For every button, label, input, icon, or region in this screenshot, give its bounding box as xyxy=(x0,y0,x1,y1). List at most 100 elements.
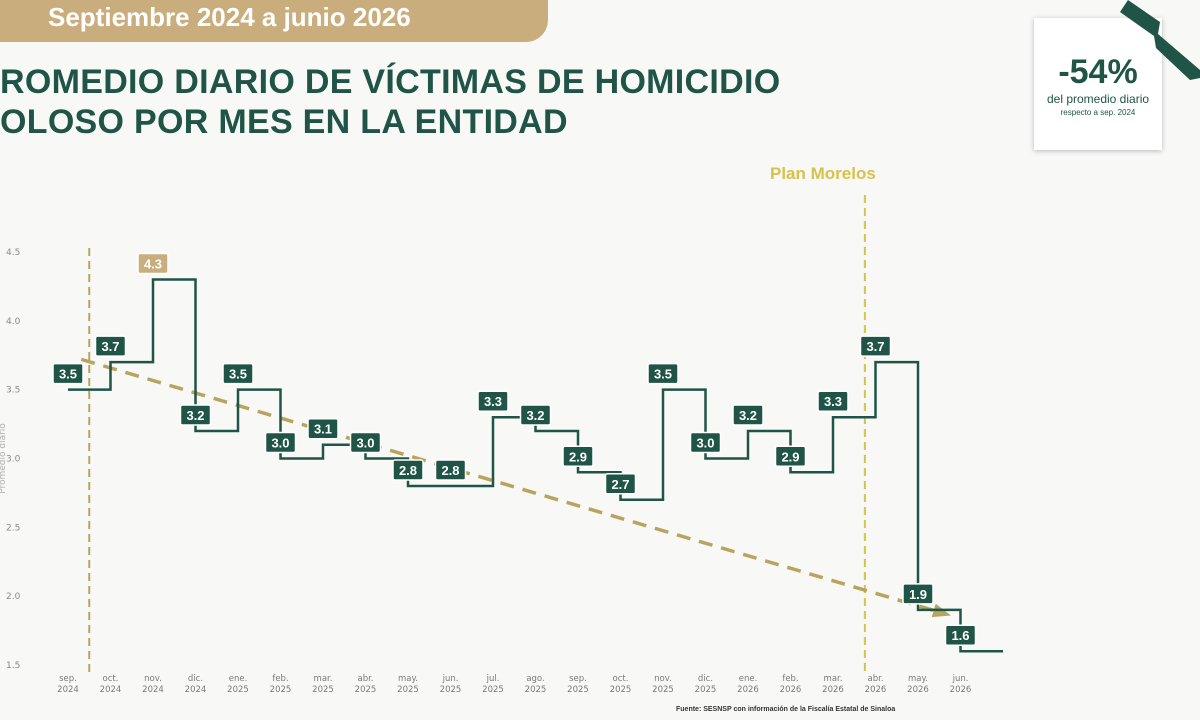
y-tick-6: 4.5 xyxy=(6,248,20,258)
x-tick-year-2: 2024 xyxy=(142,685,164,695)
data-label-12: 2.9 xyxy=(569,449,587,464)
x-tick-month-15: dic. xyxy=(698,674,713,684)
x-tick-month-1: oct. xyxy=(103,674,119,684)
x-tick-month-21: jun. xyxy=(952,674,969,684)
data-label-box-11 xyxy=(519,404,552,426)
x-tick-month-19: abr. xyxy=(867,674,883,684)
data-label-box-6 xyxy=(307,417,339,440)
data-label-box-5 xyxy=(264,431,297,454)
x-tick-year-0: 2024 xyxy=(57,685,79,695)
data-label-box-17 xyxy=(774,445,807,468)
plan-morelos-label: Plan Morelos xyxy=(770,164,876,183)
x-tick-year-13: 2025 xyxy=(610,685,632,695)
x-tick-month-5: feb. xyxy=(272,674,288,684)
period-banner-text: Septiembre 2024 a junio 2026 xyxy=(48,2,411,32)
step-series-line xyxy=(68,278,1003,653)
data-label-6: 3.1 xyxy=(314,422,332,437)
data-label-0: 3.5 xyxy=(59,367,77,382)
data-label-1: 3.7 xyxy=(101,339,119,354)
data-label-19: 3.7 xyxy=(866,339,884,354)
data-label-7: 3.0 xyxy=(356,436,374,451)
x-tick-month-8: may. xyxy=(398,674,418,684)
data-label-box-10 xyxy=(477,390,509,412)
data-label-box-3 xyxy=(179,404,212,426)
x-tick-year-18: 2026 xyxy=(822,685,844,695)
x-tick-year-8: 2025 xyxy=(397,685,419,695)
x-tick-year-4: 2025 xyxy=(227,685,249,695)
data-label-box-19 xyxy=(859,335,892,357)
x-tick-month-14: nov. xyxy=(654,674,672,684)
data-label-box-0 xyxy=(52,362,84,385)
x-tick-month-10: jul. xyxy=(486,674,500,684)
trend-line xyxy=(80,357,946,616)
data-label-box-21 xyxy=(944,624,977,646)
x-tick-month-3: dic. xyxy=(188,674,203,684)
x-tick-year-11: 2025 xyxy=(525,685,547,695)
period-banner: Septiembre 2024 a junio 2026 xyxy=(0,0,548,42)
x-tick-month-9: jun. xyxy=(442,674,459,684)
y-tick-5: 4.0 xyxy=(6,317,21,327)
x-tick-month-17: feb. xyxy=(782,674,798,684)
data-label-box-13 xyxy=(604,473,637,495)
x-tick-month-16: ene. xyxy=(739,674,758,684)
data-label-3: 3.2 xyxy=(186,408,204,423)
x-tick-year-5: 2025 xyxy=(270,685,292,695)
x-tick-year-1: 2024 xyxy=(100,685,122,695)
data-label-2: 4.3 xyxy=(144,257,162,272)
x-tick-year-16: 2026 xyxy=(737,685,759,695)
x-tick-year-6: 2025 xyxy=(312,685,334,695)
x-tick-year-17: 2026 xyxy=(780,685,802,695)
corner-arrow-icon xyxy=(1120,0,1200,80)
y-tick-1: 2.0 xyxy=(6,592,21,602)
x-tick-month-11: ago. xyxy=(526,674,544,684)
x-tick-year-3: 2024 xyxy=(185,685,207,695)
reduction-caption: del promedio diario xyxy=(1046,92,1150,106)
y-tick-0: 1.5 xyxy=(6,661,20,671)
x-tick-month-6: mar. xyxy=(314,674,333,684)
data-label-4: 3.5 xyxy=(229,367,247,382)
x-tick-year-21: 2026 xyxy=(950,685,972,695)
data-label-box-20 xyxy=(902,583,934,605)
x-tick-month-2: nov. xyxy=(144,674,162,684)
x-tick-year-19: 2026 xyxy=(865,685,887,695)
x-tick-month-0: sep. xyxy=(59,674,77,684)
data-label-box-9 xyxy=(434,459,467,481)
title-line-1: ROMEDIO DIARIO DE VÍCTIMAS DE HOMICIDIO xyxy=(0,63,781,101)
data-label-21: 1.6 xyxy=(951,628,969,643)
y-tick-3: 3.0 xyxy=(6,455,21,465)
data-label-8: 2.8 xyxy=(399,463,417,478)
x-tick-month-18: mar. xyxy=(824,674,843,684)
data-label-20: 1.9 xyxy=(909,587,927,602)
title-line-2: OLOSO POR MES EN LA ENTIDAD xyxy=(0,103,568,141)
data-label-box-14 xyxy=(647,362,679,385)
x-tick-year-15: 2025 xyxy=(695,685,717,695)
x-tick-month-7: abr. xyxy=(357,674,373,684)
data-label-box-8 xyxy=(392,459,424,481)
data-label-box-15 xyxy=(689,431,722,454)
data-label-14: 3.5 xyxy=(654,367,672,382)
x-tick-year-7: 2025 xyxy=(355,685,377,695)
reduction-reference: respecto a sep. 2024 xyxy=(1060,108,1136,117)
data-label-9: 2.8 xyxy=(441,463,459,478)
data-label-16: 3.2 xyxy=(739,408,757,423)
x-tick-year-9: 2025 xyxy=(440,685,462,695)
data-label-5: 3.0 xyxy=(271,436,289,451)
data-label-box-1 xyxy=(94,335,127,357)
x-tick-month-13: oct. xyxy=(613,674,629,684)
y-tick-2: 2.5 xyxy=(6,523,20,533)
data-label-box-12 xyxy=(562,445,594,468)
data-label-box-4 xyxy=(222,362,254,385)
y-axis-label: Promedio diario xyxy=(0,423,8,494)
data-label-box-7 xyxy=(349,431,382,454)
x-tick-month-20: may. xyxy=(908,674,928,684)
data-label-box-18 xyxy=(817,390,849,412)
data-label-11: 3.2 xyxy=(526,408,544,423)
x-tick-year-20: 2026 xyxy=(907,685,929,695)
reduction-value: -54% xyxy=(1058,53,1138,91)
x-tick-year-12: 2025 xyxy=(567,685,589,695)
data-label-13: 2.7 xyxy=(611,477,629,492)
data-label-17: 2.9 xyxy=(781,449,799,464)
x-tick-year-14: 2025 xyxy=(652,685,674,695)
x-tick-month-4: ene. xyxy=(229,674,248,684)
